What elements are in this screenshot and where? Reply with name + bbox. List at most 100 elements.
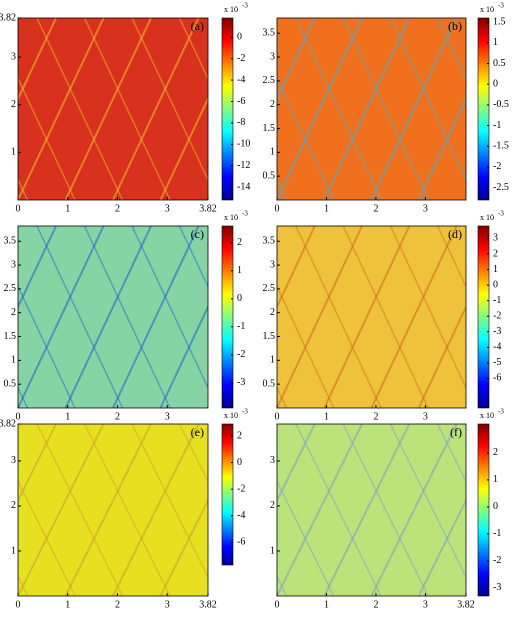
colorbar-exponent: -3 (498, 210, 504, 218)
y-tick-label: 3 (270, 455, 275, 466)
colorbar-tick-label: 0.5 (493, 58, 506, 69)
y-tick-label: 2 (11, 307, 16, 318)
heatmap-image (18, 18, 208, 200)
panel-label: (f) (450, 425, 462, 439)
plot-frame (276, 423, 467, 597)
y-tick-label: 3 (11, 259, 16, 270)
colorbar-tick-label: -8 (237, 117, 245, 128)
colorbar-tick-label: -4 (493, 342, 501, 353)
y-tick-label: 1.5 (4, 331, 17, 342)
stripe (18, 226, 105, 408)
x-tick-label: 1 (65, 411, 70, 422)
colorbar-exponent-label: x 10 (224, 5, 238, 14)
colorbar-tick-label: 3 (493, 233, 498, 244)
x-tick-label: 3 (165, 411, 170, 422)
colorbar-tick-label: 2 (237, 430, 242, 441)
stripe (131, 424, 208, 579)
stripe (436, 226, 466, 289)
stripe (83, 424, 171, 596)
x-tick-label: 0 (16, 411, 21, 422)
x-tick-label: 2 (115, 599, 120, 610)
colorbar-tick-label: 2 (493, 248, 498, 259)
stripe (417, 304, 466, 408)
colorbar-tick-label: -1 (493, 120, 501, 131)
stripe (18, 18, 57, 102)
colorbar (477, 423, 490, 597)
colorbar-tick-label: -12 (237, 160, 250, 171)
y-tick-label: 1 (11, 545, 16, 556)
colorbar-tick-label: -4 (237, 74, 245, 85)
heatmap-image (277, 424, 466, 596)
y-tick-label: 3 (11, 51, 16, 62)
colorbar-exponent: -3 (242, 210, 248, 218)
x-tick-label: 2 (115, 411, 120, 422)
stripe (277, 284, 335, 408)
stripe (323, 424, 411, 596)
colorbar-tick-label: -3 (493, 582, 501, 593)
colorbar-tick-label: 0 (237, 32, 242, 43)
x-tick-label: 3.82 (457, 599, 475, 610)
y-tick-label: 3.5 (263, 28, 276, 39)
stripe (83, 226, 171, 408)
colorbar-tick-label: -5 (493, 357, 501, 368)
panel-label: (a) (191, 19, 204, 33)
colorbar-tick-label: 0 (493, 78, 498, 89)
colorbar-tick-label: 0 (237, 457, 242, 468)
x-tick-label: 0 (275, 411, 280, 422)
plot-frame (17, 225, 209, 409)
colorbar (221, 225, 234, 409)
colorbar-exponent: -3 (498, 2, 504, 10)
stripe (436, 18, 466, 81)
colorbar-tick-label: 0 (493, 501, 498, 512)
y-tick-label: 2 (270, 307, 275, 318)
stripe (112, 18, 200, 200)
colorbar-exponent-label: x 10 (480, 411, 494, 420)
stripe (131, 18, 208, 182)
y-tick-label: 2.5 (4, 283, 17, 294)
stripe (159, 304, 208, 408)
stripe (277, 479, 335, 596)
stripe (131, 226, 208, 390)
colorbar-exponent: -3 (242, 408, 248, 416)
stripe (513, 424, 524, 596)
y-tick-label: 1 (11, 147, 16, 158)
colorbar-tick-label: -0.5 (493, 99, 509, 110)
y-tick-label: 1 (270, 545, 275, 556)
y-tick-label: 2 (11, 99, 16, 110)
heatmap-image (277, 226, 466, 408)
plot-frame (276, 17, 467, 201)
stripe (36, 424, 124, 596)
x-tick-label: 1 (324, 203, 329, 214)
x-tick-label: 0 (16, 599, 21, 610)
stripe (323, 18, 411, 200)
stripe (295, 226, 382, 408)
stripe (513, 226, 524, 408)
stripe (36, 18, 124, 200)
colorbar-tick-label: 2 (493, 447, 498, 458)
colorbar-exponent: -3 (242, 2, 248, 10)
stripe (18, 284, 76, 408)
heatmap-texture (18, 424, 208, 596)
colorbar-tick-label: -6 (237, 537, 245, 548)
x-tick-label: 3.82 (199, 599, 217, 610)
y-tick-label: 3.5 (263, 236, 276, 247)
y-tick-label: 0.5 (263, 170, 276, 181)
colorbar-tick-label: 2 (237, 237, 242, 248)
colorbar (221, 17, 234, 201)
colorbar-tick-label: 1 (493, 37, 498, 48)
colorbar-tick-label: -4 (237, 510, 245, 521)
colorbar-tick-label: -2 (237, 349, 245, 360)
colorbar-tick-label: 1 (493, 264, 498, 275)
stripe (0, 18, 9, 200)
stripe (389, 424, 466, 579)
stripe (277, 18, 316, 102)
colorbar-tick-label: -3 (493, 326, 501, 337)
x-tick-label: 2 (373, 411, 378, 422)
stripe (277, 226, 363, 408)
colorbar-tick-label: 1 (493, 474, 498, 485)
x-tick-label: 3 (165, 203, 170, 214)
heatmap-texture (277, 226, 524, 408)
stripe (112, 424, 200, 596)
colorbar-tick-label: -2 (237, 53, 245, 64)
